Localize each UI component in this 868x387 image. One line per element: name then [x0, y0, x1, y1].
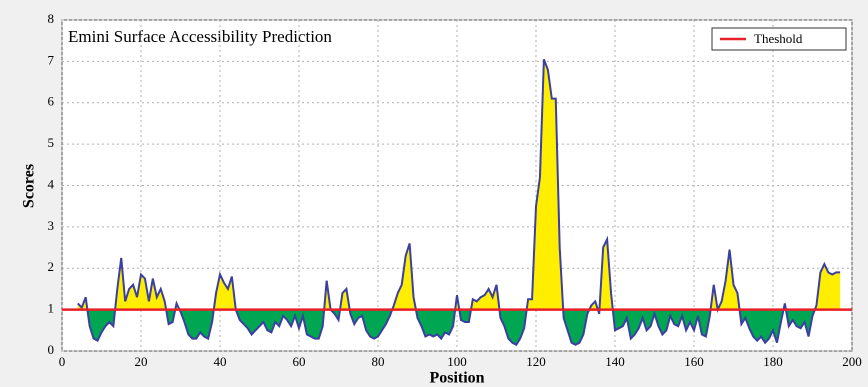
- x-tick-label: 180: [763, 354, 783, 369]
- y-tick-label: 7: [48, 52, 55, 67]
- y-tick-label: 0: [48, 342, 55, 357]
- y-tick-label: 4: [48, 176, 55, 191]
- y-tick-label: 8: [48, 11, 55, 26]
- x-axis-label: Position: [429, 370, 484, 387]
- y-tick-label: 2: [48, 259, 55, 274]
- y-tick-label: 1: [48, 301, 55, 316]
- y-tick-label: 6: [48, 94, 55, 109]
- x-tick-label: 0: [59, 354, 66, 369]
- y-tick-label: 3: [48, 218, 55, 233]
- x-tick-label: 60: [293, 354, 306, 369]
- y-axis-label: Scores: [21, 164, 38, 208]
- x-tick-label: 160: [684, 354, 704, 369]
- y-tick-label: 5: [48, 135, 55, 150]
- legend-label: Theshold: [754, 31, 803, 46]
- x-tick-label: 100: [447, 354, 467, 369]
- chart-title: Emini Surface Accessibility Prediction: [68, 27, 332, 46]
- x-tick-label: 80: [372, 354, 385, 369]
- x-tick-label: 40: [214, 354, 227, 369]
- line: [77, 58, 841, 347]
- area-below: [77, 309, 841, 345]
- x-tick-label: 20: [135, 354, 148, 369]
- legend-box: [711, 27, 847, 51]
- x-tick-label: 200: [842, 354, 862, 369]
- x-tick-label: 140: [605, 354, 625, 369]
- x-tick-label: 120: [526, 354, 546, 369]
